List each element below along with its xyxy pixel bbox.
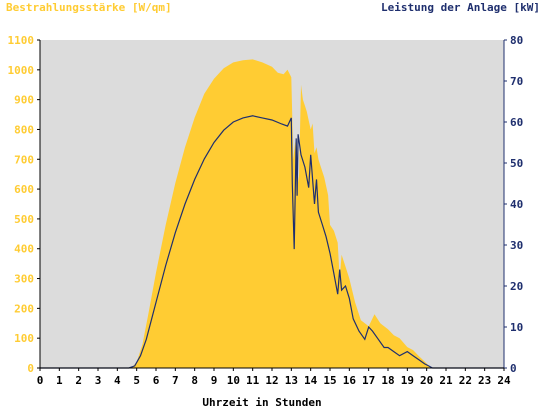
left-tick-label: 300 xyxy=(14,273,34,286)
left-tick-label: 100 xyxy=(14,332,34,345)
right-tick-label: 80 xyxy=(510,34,523,47)
x-tick-label: 7 xyxy=(172,374,179,387)
x-tick-label: 14 xyxy=(304,374,318,387)
x-tick-label: 21 xyxy=(439,374,453,387)
x-tick-label: 23 xyxy=(478,374,491,387)
left-axis-title: Bestrahlungsstärke [W/qm] xyxy=(6,1,172,14)
right-tick-label: 50 xyxy=(510,157,523,170)
x-tick-label: 1 xyxy=(56,374,63,387)
right-tick-label: 70 xyxy=(510,75,523,88)
power-line-series xyxy=(40,115,504,369)
left-tick-label: 1000 xyxy=(8,64,35,77)
left-tick-label: 900 xyxy=(14,94,34,107)
x-tick-label: 11 xyxy=(246,374,260,387)
left-tick-label: 800 xyxy=(14,123,34,136)
right-tick-label: 20 xyxy=(510,280,523,293)
x-tick-label: 4 xyxy=(114,374,121,387)
right-axis-title: Leistung der Anlage [kW] xyxy=(381,1,540,14)
right-tick-label: 0 xyxy=(510,362,517,375)
left-tick-label: 600 xyxy=(14,183,34,196)
x-tick-label: 8 xyxy=(191,374,198,387)
left-tick-label: 0 xyxy=(27,362,34,375)
irradiance-area-series xyxy=(40,59,504,369)
x-tick-label: 3 xyxy=(95,374,102,387)
x-tick-label: 20 xyxy=(420,374,433,387)
left-tick-label: 700 xyxy=(14,153,34,166)
x-tick-label: 0 xyxy=(37,374,44,387)
right-tick-label: 40 xyxy=(510,198,523,211)
left-tick-label: 1100 xyxy=(8,34,35,47)
left-tick-label: 400 xyxy=(14,243,34,256)
x-tick-label: 9 xyxy=(211,374,218,387)
x-tick-label: 2 xyxy=(75,374,82,387)
x-tick-label: 16 xyxy=(343,374,357,387)
x-tick-label: 5 xyxy=(133,374,140,387)
x-tick-label: 22 xyxy=(459,374,472,387)
x-axis-ticks: 0 1 2 3 4 5 6 7 8 9 10 11 12 13 14 15 16 17 18 19 20 21 22 23 24 xyxy=(37,368,511,387)
x-tick-label: 24 xyxy=(497,374,511,387)
x-tick-label: 18 xyxy=(381,374,394,387)
right-axis-ticks: 0 10 20 30 40 50 60 70 80 xyxy=(504,34,523,375)
x-tick-label: 13 xyxy=(285,374,298,387)
left-tick-label: 200 xyxy=(14,302,34,315)
x-tick-label: 12 xyxy=(265,374,278,387)
x-tick-label: 10 xyxy=(227,374,240,387)
left-tick-label: 500 xyxy=(14,213,34,226)
right-tick-label: 30 xyxy=(510,239,523,252)
x-tick-label: 15 xyxy=(323,374,336,387)
right-tick-label: 60 xyxy=(510,116,523,129)
x-tick-label: 17 xyxy=(362,374,375,387)
x-tick-label: 19 xyxy=(401,374,414,387)
right-tick-label: 10 xyxy=(510,321,523,334)
x-axis-label: Uhrzeit in Stunden xyxy=(202,396,321,408)
left-axis-ticks: 0 100 200 300 400 500 600 700 800 900 1000 1100 xyxy=(8,34,40,375)
x-tick-label: 6 xyxy=(153,374,160,387)
power-line-layer xyxy=(40,115,504,369)
irradiance-area-layer xyxy=(40,59,504,369)
